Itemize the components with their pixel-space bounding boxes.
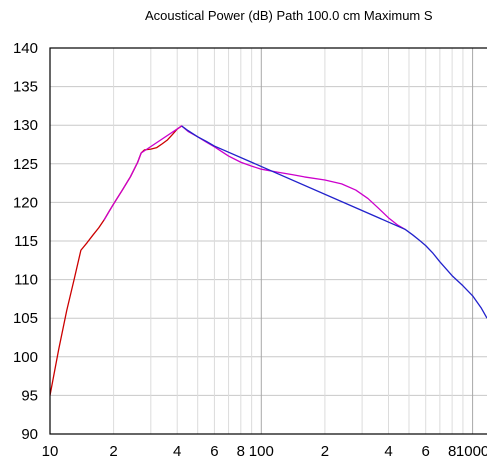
y-tick-label: 135 [13,79,38,96]
series-line-2 [103,125,406,230]
x-tick-label: 4 [384,443,392,460]
y-tick-label: 110 [14,272,38,289]
plot-frame [49,47,487,435]
series-line-3 [181,125,487,319]
x-tick-label: 4 [173,443,181,460]
x-tick-label: 6 [210,443,218,460]
y-tick-label: 140 [13,40,38,57]
y-tick-label: 115 [14,233,38,250]
series-lines [50,125,487,396]
y-tick-label: 125 [13,156,38,173]
y-tick-label: 100 [13,349,38,366]
x-tick-label: 1000 [456,443,487,460]
x-tick-label: 2 [321,443,329,460]
x-tick-label: 10 [42,443,59,460]
y-tick-label: 130 [13,117,38,134]
series-line-1 [50,125,183,396]
y-tick-label: 95 [21,387,38,404]
y-tick-label: 90 [21,426,38,443]
chart-title: Acoustical Power (dB) Path 100.0 cm Maxi… [145,8,433,23]
x-tick-label: 100 [249,443,274,460]
grid [49,47,487,435]
y-tick-label: 105 [13,310,38,327]
x-tick-label: 8 [448,443,456,460]
x-tick-label: 8 [237,443,245,460]
x-tick-label: 2 [109,443,117,460]
x-tick-label: 6 [422,443,430,460]
y-tick-label: 120 [13,194,38,211]
